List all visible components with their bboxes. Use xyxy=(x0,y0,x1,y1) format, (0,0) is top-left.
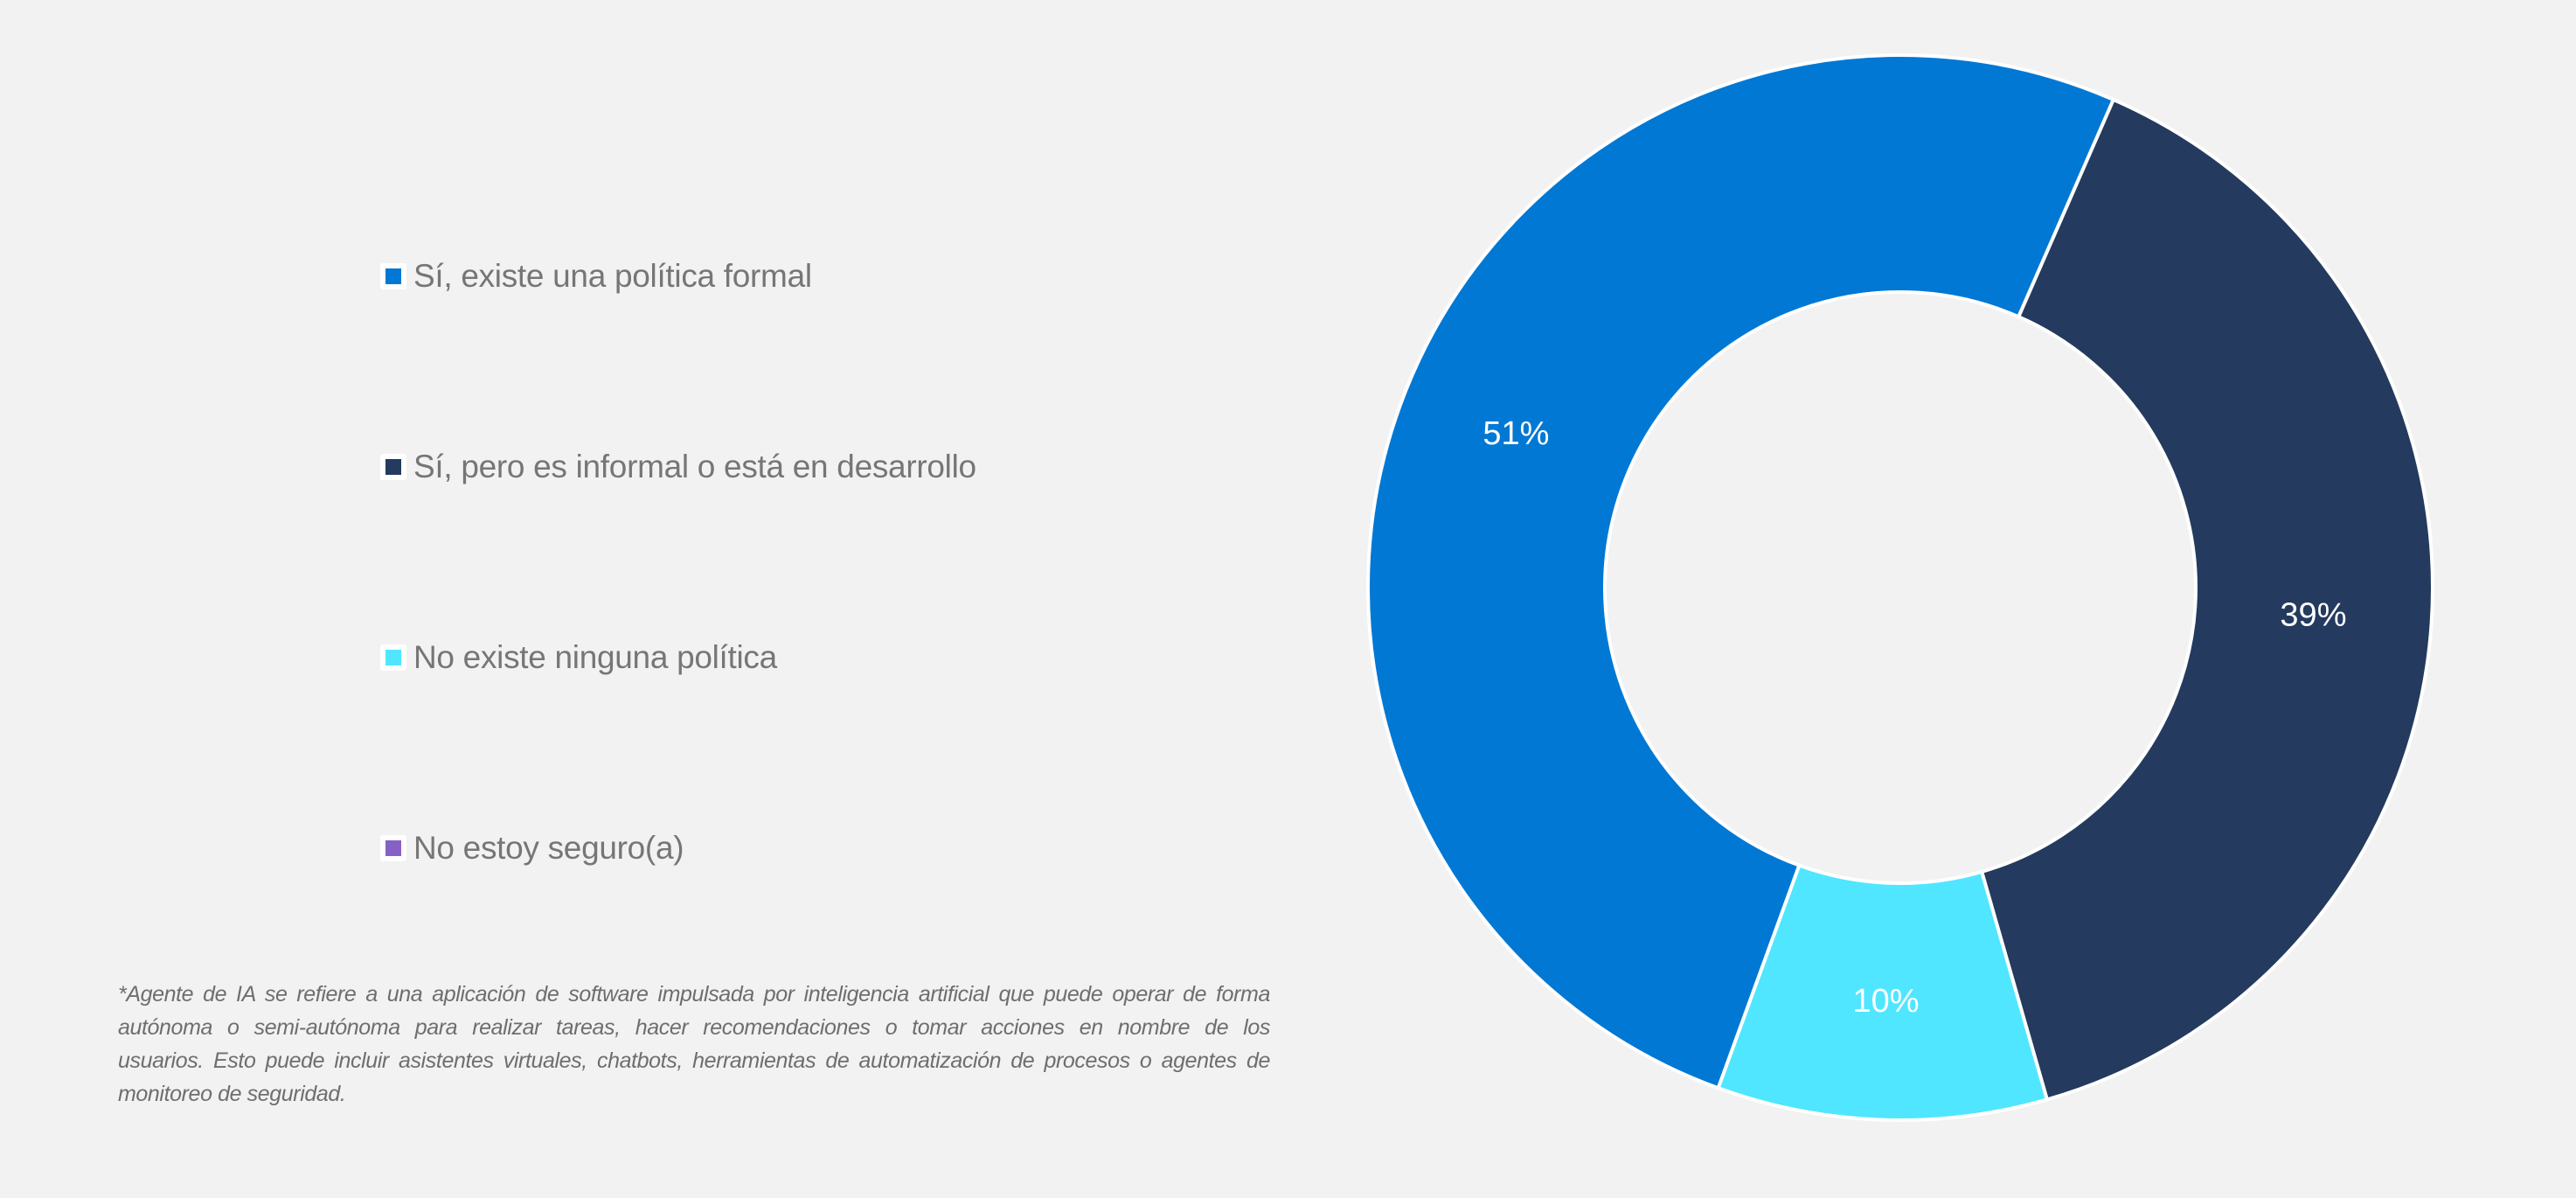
legend-item-no-policy: No existe ninguna política xyxy=(380,639,777,675)
footnote: *Agente de IA se refiere a una aplicació… xyxy=(118,978,1270,1111)
legend-item-formal-policy: Sí, existe una política formal xyxy=(380,258,812,294)
footnote-line: usuarios. Esto puede incluir asistentes … xyxy=(118,1048,1270,1073)
legend-swatch-informal-policy xyxy=(385,459,401,475)
legend-label: No existe ninguna política xyxy=(413,639,777,675)
legend-marker xyxy=(380,454,406,480)
legend-marker xyxy=(380,263,406,289)
legend-swatch-not-sure xyxy=(385,840,401,856)
legend-swatch-no-policy xyxy=(385,650,401,665)
donut-slice-no-policy[interactable] xyxy=(1716,863,2050,1122)
donut-slice-formal-policy[interactable] xyxy=(1365,52,2116,1090)
footnote-line: autónoma o semi-autónoma para realizar t… xyxy=(118,1015,1270,1040)
legend-item-not-sure: No estoy seguro(a) xyxy=(380,830,684,866)
legend-label: Sí, pero es informal o está en desarroll… xyxy=(413,449,976,484)
data-label-formal-policy: 51% xyxy=(1482,415,1549,452)
legend-item-informal-policy: Sí, pero es informal o está en desarroll… xyxy=(380,449,976,484)
legend-label: No estoy seguro(a) xyxy=(413,830,684,866)
legend-marker xyxy=(380,644,406,671)
legend-label: Sí, existe una política formal xyxy=(413,258,812,294)
data-label-no-policy: 10% xyxy=(1852,983,1919,1020)
donut-labels: 51% 39% 10% xyxy=(1482,415,2346,1020)
footnote-line: monitoreo de seguridad. xyxy=(118,1082,346,1106)
legend-swatch-formal-policy xyxy=(385,268,401,284)
donut-slice-informal-policy[interactable] xyxy=(1979,97,2434,1102)
donut-slices xyxy=(1365,52,2434,1122)
footnote-line: *Agente de IA se refiere a una aplicació… xyxy=(118,982,1270,1006)
data-label-informal-policy: 39% xyxy=(2280,596,2346,633)
legend-marker xyxy=(380,835,406,861)
